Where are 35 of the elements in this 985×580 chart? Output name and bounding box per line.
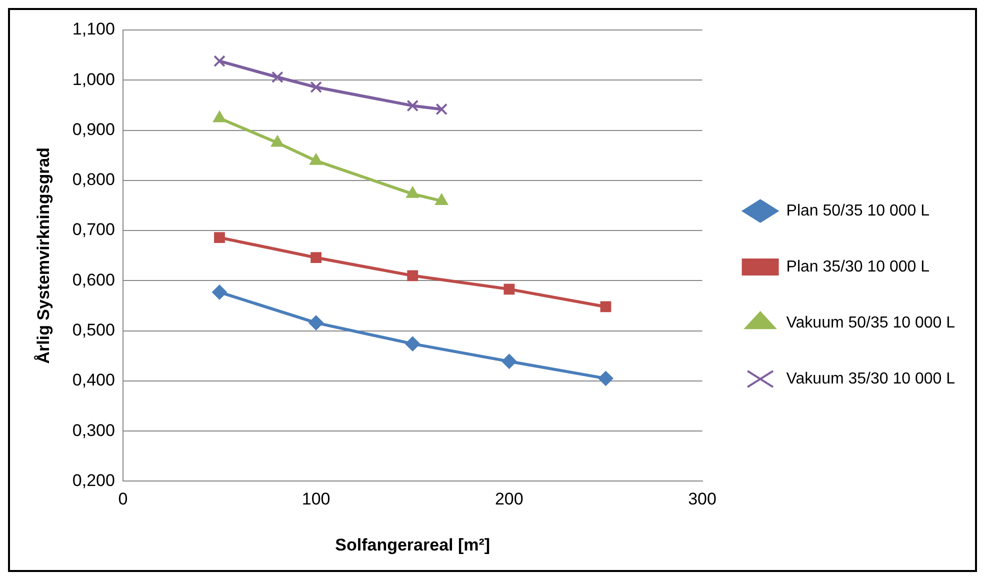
point — [308, 315, 324, 330]
y-tick-label: 0,800 — [72, 170, 115, 190]
y-tick-label: 1,100 — [72, 20, 115, 39]
point — [405, 336, 420, 352]
legend-label: Vakuum 50/35 10 000 L — [786, 314, 956, 332]
y-tick-label: 0,700 — [72, 220, 115, 240]
x-tick-label: 200 — [494, 489, 524, 508]
y-axis-title: Årlig Systemvirkningsgrad — [34, 147, 53, 364]
legend-label: Plan 50/35 10 000 L — [786, 202, 930, 220]
point — [406, 100, 419, 112]
x-tick-label: 100 — [302, 489, 330, 508]
y-tick-label: 0,600 — [72, 270, 115, 290]
point — [212, 284, 227, 300]
y-tick-label: 0,300 — [72, 420, 115, 440]
y-tick-label: 0,900 — [72, 120, 115, 139]
legend-label: Plan 35/30 10 000 L — [786, 258, 930, 276]
point — [504, 284, 515, 295]
point — [502, 354, 517, 369]
point — [214, 232, 225, 243]
y-tick-label: 0,200 — [72, 470, 115, 490]
x-tick-label: 300 — [688, 489, 716, 508]
y-tick-label: 0,400 — [72, 370, 115, 390]
point — [598, 370, 614, 386]
legend-label: Vakuum 35/30 10 000 L — [786, 370, 956, 388]
point — [271, 71, 284, 84]
point — [310, 81, 322, 94]
x-axis-title: Solfangerareal [m²] — [335, 535, 490, 554]
point — [436, 103, 448, 116]
point — [214, 55, 226, 68]
y-tick-label: 0,500 — [72, 320, 115, 340]
point — [600, 301, 612, 312]
point — [310, 252, 322, 264]
y-tick-label: 1,000 — [72, 70, 115, 89]
x-tick-label: 0 — [118, 489, 128, 508]
point — [407, 270, 418, 282]
